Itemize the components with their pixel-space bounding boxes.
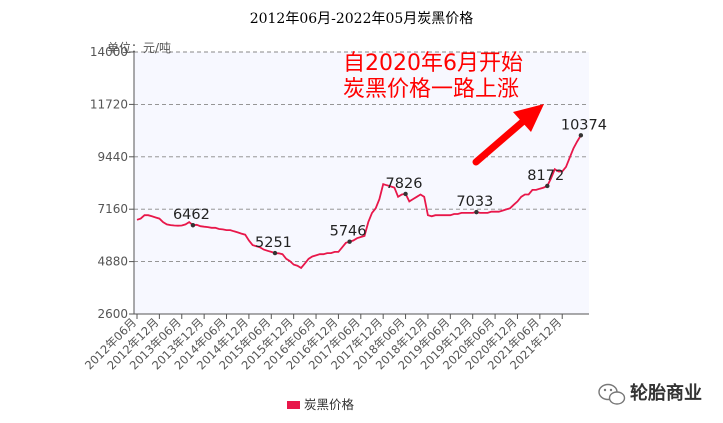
y-tick-labels: 14000 11720 9440 7160 4880 2600 [90, 45, 134, 321]
data-markers: 6462 5251 5746 7826 7033 8172 10374 [173, 117, 607, 256]
data-label: 7826 [386, 176, 423, 192]
data-point-marker [190, 223, 196, 228]
y-tick-label: 4880 [97, 255, 128, 269]
data-point-marker [474, 209, 479, 215]
data-label: 7033 [456, 194, 493, 210]
chart-title: 2012年06月-2022年05月炭黑价格 [249, 11, 474, 27]
y-tick-label: 11720 [90, 97, 128, 111]
annotation-line-2: 炭黑价格一路上涨 [343, 77, 519, 102]
data-label: 6462 [173, 207, 210, 223]
annotation-line-1: 自2020年6月开始 [343, 51, 523, 76]
y-tick-label: 9440 [97, 150, 128, 164]
data-point-marker [545, 183, 550, 189]
legend-swatch [287, 401, 300, 409]
annotation-arrow-shaft [472, 114, 531, 166]
data-label: 5746 [330, 224, 367, 240]
data-point-marker [578, 133, 584, 138]
data-point-marker [347, 239, 352, 244]
watermark-text: 轮胎商业 [630, 382, 702, 404]
data-point-marker [403, 191, 408, 197]
legend-label: 炭黑价格 [304, 397, 355, 412]
plot-area [134, 52, 589, 314]
y-tick-label: 2600 [97, 307, 128, 321]
annotation-arrow-head [513, 104, 544, 132]
y-tick-label: 14000 [90, 45, 128, 59]
series-line [136, 134, 582, 270]
unit-label: 单位：元/吨 [107, 40, 171, 55]
watermark: 轮胎商业 [598, 382, 702, 405]
data-label: 10374 [561, 117, 607, 133]
data-point-marker [272, 250, 278, 256]
data-label: 5251 [255, 235, 292, 251]
annotation: 自2020年6月开始 炭黑价格一路上涨 [343, 51, 544, 166]
legend: 炭黑价格 [287, 397, 355, 412]
y-tick-label: 7160 [97, 202, 128, 216]
wechat-icon [598, 383, 626, 405]
data-label: 8172 [527, 168, 564, 184]
x-tick-labels: 2012年06月2012年12月2013年06月2013年12月2014年06月… [82, 314, 564, 372]
